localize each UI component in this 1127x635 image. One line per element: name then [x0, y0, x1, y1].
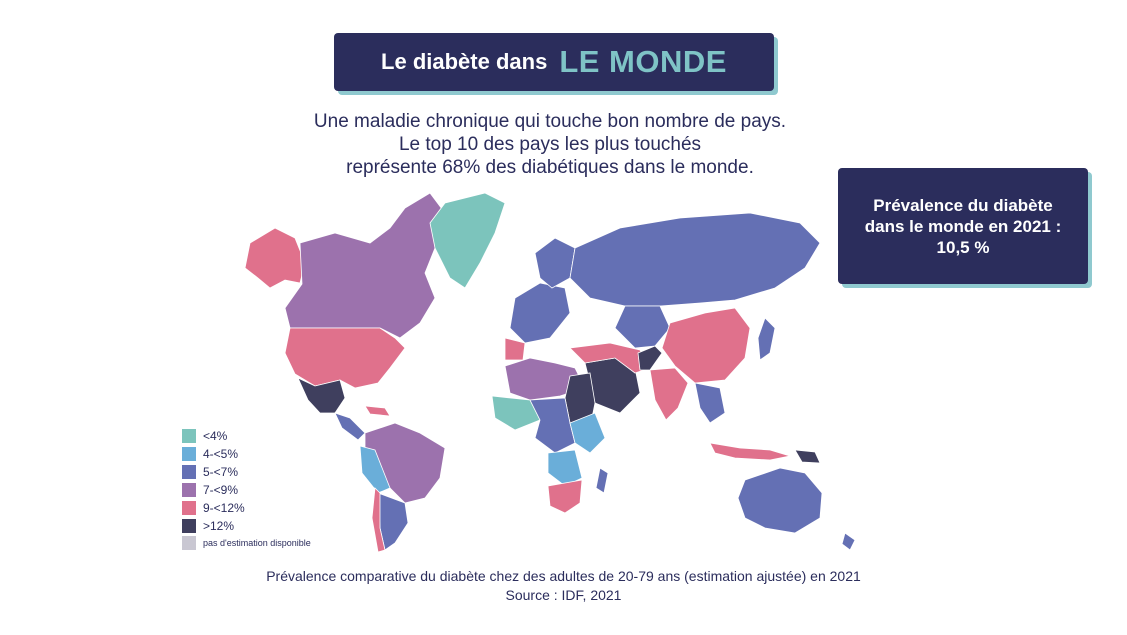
- legend-item: 4-<5%: [182, 445, 311, 463]
- legend-item: 5-<7%: [182, 463, 311, 481]
- legend-label: >12%: [203, 519, 235, 533]
- legend-label: 4-<5%: [203, 447, 239, 461]
- legend-label: pas d'estimation disponible: [203, 538, 311, 548]
- legend-swatch: [182, 447, 196, 461]
- region-central-asia: [614, 305, 671, 349]
- region-southeast-asia: [694, 382, 726, 424]
- region-pakistan: [637, 345, 663, 371]
- caption-line1: Prévalence comparative du diabète chez d…: [266, 568, 861, 584]
- region-usa: [284, 327, 406, 389]
- region-madagascar: [595, 467, 609, 494]
- stat-line1: Prévalence du diabète: [873, 195, 1053, 215]
- legend-item: pas d'estimation disponible: [182, 535, 311, 551]
- region-east-africa: [569, 412, 606, 454]
- region-china: [661, 307, 751, 384]
- legend-swatch: [182, 536, 196, 550]
- region-peru: [359, 445, 391, 494]
- region-chile: [371, 487, 386, 553]
- region-central-america: [334, 412, 366, 441]
- region-caribbean: [364, 405, 391, 417]
- title-part1: Le diabète dans: [381, 49, 548, 74]
- region-russia: [569, 212, 821, 307]
- region-turkey-iran: [569, 342, 651, 374]
- legend-swatch: [182, 501, 196, 515]
- stat-value: 10,5 %: [936, 237, 990, 257]
- region-mexico: [297, 377, 346, 414]
- region-europe-west: [509, 282, 571, 344]
- legend-label: 9-<12%: [203, 501, 245, 515]
- region-iberia: [504, 337, 526, 361]
- region-japan: [757, 317, 776, 361]
- legend-label: <4%: [203, 429, 228, 443]
- region-indonesia: [709, 442, 791, 461]
- title-banner: Le diabète dans LE MONDE: [334, 33, 774, 91]
- region-central-africa: [529, 397, 576, 454]
- legend-swatch: [182, 465, 196, 479]
- legend-swatch: [182, 483, 196, 497]
- legend-item: <4%: [182, 427, 311, 445]
- intro-line2: Le top 10 des pays les plus touchés: [398, 134, 702, 155]
- caption-source: Source : IDF, 2021: [505, 587, 622, 603]
- legend-swatch: [182, 519, 196, 533]
- region-canada: [284, 192, 446, 339]
- world-map: [244, 192, 856, 553]
- region-india: [649, 367, 689, 421]
- region-scandinavia: [534, 237, 576, 289]
- map-legend: <4% 4-<5% 5-<7% 7-<9% 9-<12% >12% pas d'…: [182, 427, 311, 551]
- title-part2: LE MONDE: [559, 44, 727, 79]
- region-australia: [737, 467, 823, 534]
- legend-item: >12%: [182, 517, 311, 535]
- region-papua: [794, 449, 821, 464]
- region-greenland: [429, 192, 506, 289]
- legend-item: 7-<9%: [182, 481, 311, 499]
- intro-line3: représente 68% des diabétiques dans le m…: [346, 157, 754, 178]
- region-west-africa: [491, 395, 541, 431]
- region-new-zealand: [841, 532, 856, 551]
- legend-label: 7-<9%: [203, 483, 239, 497]
- prevalence-stat-box: Prévalence du diabète dans le monde en 2…: [838, 168, 1088, 284]
- stat-line2: dans le monde en 2021 :: [864, 216, 1062, 236]
- region-alaska: [244, 227, 306, 289]
- region-south-africa: [547, 479, 583, 514]
- legend-label: 5-<7%: [203, 465, 239, 479]
- legend-item: 9-<12%: [182, 499, 311, 517]
- intro-text: Une maladie chronique qui touche bon nom…: [250, 110, 850, 179]
- intro-line1: Une maladie chronique qui touche bon nom…: [313, 111, 787, 132]
- legend-swatch: [182, 429, 196, 443]
